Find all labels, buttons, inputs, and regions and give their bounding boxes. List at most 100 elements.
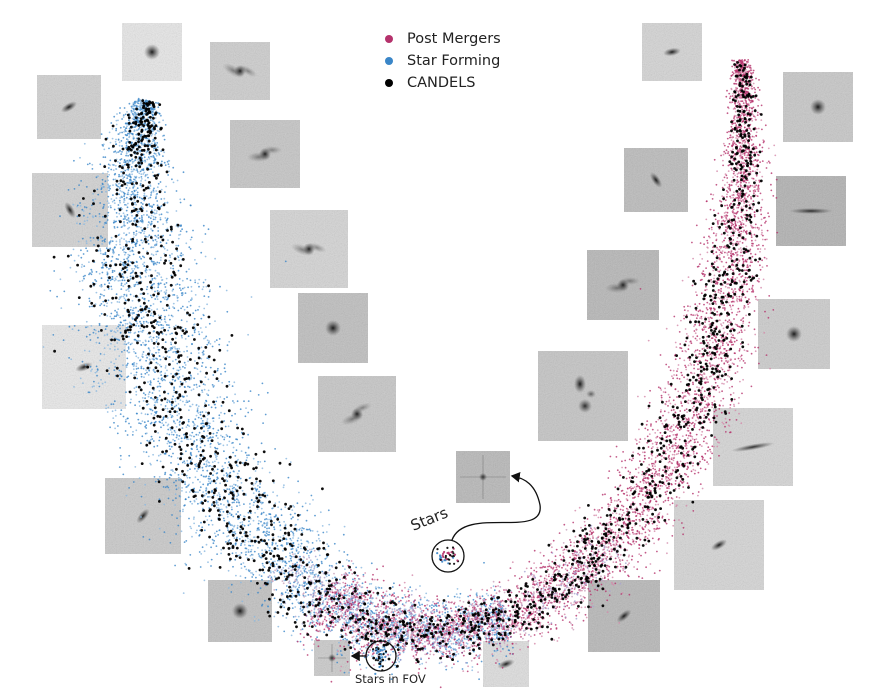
point-star-forming <box>138 256 141 258</box>
point-star-forming <box>211 523 214 526</box>
point-star-forming <box>144 339 147 342</box>
point-star-forming <box>147 307 149 310</box>
point-star-forming <box>146 371 148 374</box>
point-star-forming <box>123 198 125 201</box>
point-star-forming <box>492 640 495 643</box>
point-star-forming <box>164 471 167 474</box>
point-star-forming <box>143 192 146 195</box>
point-star-forming <box>174 431 177 434</box>
point-star-forming <box>165 324 168 326</box>
point-star-forming <box>104 156 107 159</box>
point-star-forming <box>215 458 218 461</box>
point-star-forming <box>201 361 204 364</box>
point-star-forming <box>299 545 302 547</box>
point-star-forming <box>128 120 131 122</box>
point-star-forming <box>188 386 191 389</box>
point-star-forming <box>256 508 259 510</box>
point-star-forming <box>160 188 163 191</box>
point-star-forming <box>175 404 178 407</box>
point-star-forming <box>155 400 158 403</box>
point-star-forming <box>261 562 264 565</box>
point-star-forming <box>261 552 264 555</box>
point-star-forming <box>157 377 160 380</box>
point-star-forming <box>176 362 179 365</box>
point-star-forming <box>152 303 155 305</box>
point-star-forming <box>280 592 283 595</box>
point-star-forming <box>90 370 92 372</box>
point-star-forming <box>141 241 144 244</box>
point-star-forming <box>132 192 135 195</box>
point-star-forming <box>130 166 133 168</box>
point-star-forming <box>263 571 265 574</box>
point-star-forming <box>311 649 313 652</box>
point-star-forming <box>421 603 423 606</box>
point-star-forming <box>110 361 112 364</box>
point-star-forming <box>183 198 186 201</box>
point-star-forming <box>235 513 238 515</box>
point-star-forming <box>237 511 239 513</box>
point-star-forming <box>207 523 210 526</box>
point-star-forming <box>136 412 138 415</box>
point-star-forming <box>100 378 102 381</box>
point-star-forming <box>143 156 146 159</box>
point-star-forming <box>93 385 95 387</box>
point-star-forming <box>263 460 266 463</box>
point-star-forming <box>109 184 112 187</box>
point-star-forming <box>258 520 260 522</box>
point-star-forming <box>111 335 114 338</box>
point-star-forming <box>306 606 309 609</box>
point-star-forming <box>143 230 146 233</box>
point-star-forming <box>110 288 113 291</box>
point-star-forming <box>244 415 247 418</box>
point-star-forming <box>220 508 223 511</box>
galaxy-cutout <box>270 210 348 288</box>
point-star-forming <box>131 160 134 163</box>
point-star-forming <box>105 266 108 269</box>
point-star-forming <box>153 378 155 381</box>
point-star-forming <box>164 407 167 410</box>
point-star-forming <box>247 537 249 540</box>
point-star-forming <box>145 128 147 131</box>
point-star-forming <box>243 541 246 544</box>
point-star-forming <box>98 215 101 218</box>
point-star-forming <box>129 195 132 198</box>
point-star-forming <box>198 534 201 536</box>
point-star-forming <box>154 480 157 483</box>
point-star-forming <box>105 220 108 223</box>
point-star-forming <box>216 447 219 450</box>
point-star-forming <box>181 473 184 476</box>
point-star-forming <box>216 501 219 504</box>
point-star-forming <box>144 372 147 375</box>
point-star-forming <box>398 646 400 649</box>
point-star-forming <box>288 560 290 563</box>
point-star-forming <box>135 203 138 206</box>
point-star-forming <box>194 360 196 362</box>
point-star-forming <box>299 573 302 576</box>
point-star-forming <box>458 638 460 640</box>
point-star-forming <box>471 669 474 672</box>
point-star-forming <box>236 400 239 403</box>
point-star-forming <box>226 474 228 477</box>
point-star-forming <box>109 239 112 242</box>
point-star-forming <box>196 425 199 427</box>
point-star-forming <box>123 238 125 241</box>
point-star-forming <box>73 159 75 162</box>
point-star-forming <box>96 370 98 373</box>
point-star-forming <box>79 156 81 159</box>
point-star-forming <box>113 279 116 282</box>
point-star-forming <box>291 571 294 574</box>
point-star-forming <box>149 381 152 384</box>
point-star-forming <box>222 532 225 534</box>
point-star-forming <box>82 382 84 384</box>
point-star-forming <box>139 327 142 330</box>
point-star-forming <box>231 524 234 527</box>
point-star-forming <box>214 257 217 260</box>
point-star-forming <box>204 278 207 281</box>
point-star-forming <box>160 403 163 406</box>
point-star-forming <box>490 627 493 630</box>
galaxy-cutouts <box>32 23 853 687</box>
point-star-forming <box>316 558 319 561</box>
point-star-forming <box>85 326 87 329</box>
point-star-forming <box>189 204 192 207</box>
point-star-forming <box>144 483 147 486</box>
